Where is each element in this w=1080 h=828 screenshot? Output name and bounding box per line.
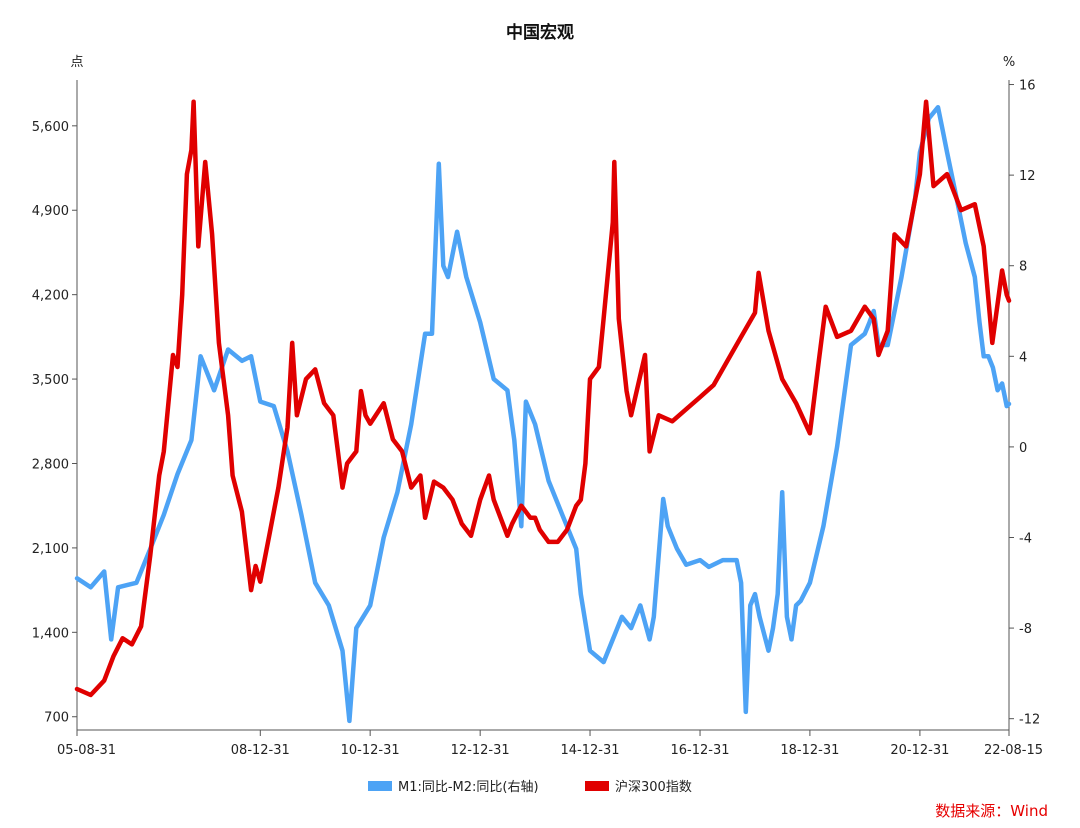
- series-line-m1-m2: [74, 104, 1012, 724]
- right-tick-label: 0: [1019, 441, 1027, 456]
- left-tick-label: 4,900: [32, 204, 69, 219]
- left-axis-ticks: 700 1,400 2,100 2,800 3,500 4,200 4,900 5,600: [32, 120, 77, 726]
- legend-label-csi300: 沪深300指数: [615, 779, 692, 795]
- left-tick-label: 2,800: [32, 457, 69, 472]
- left-tick-label: 2,100: [32, 542, 69, 557]
- x-tick-label: 08-12-31: [231, 743, 290, 758]
- x-tick-label: 16-12-31: [671, 743, 730, 758]
- x-tick-label: 20-12-31: [890, 743, 949, 758]
- legend-swatch-csi300: [585, 781, 609, 791]
- right-tick-label: 16: [1019, 79, 1036, 94]
- left-tick-label: 700: [44, 711, 69, 726]
- source-note: 数据来源：Wind: [935, 802, 1048, 820]
- legend: M1:同比-M2:同比(右轴) 沪深300指数: [368, 779, 692, 795]
- right-axis-unit: %: [1003, 55, 1015, 70]
- x-tick-label: 18-12-31: [780, 743, 839, 758]
- right-tick-label: -4: [1019, 531, 1032, 546]
- left-tick-label: 5,600: [32, 120, 69, 135]
- axes: [76, 80, 1010, 731]
- right-axis-ticks: -12 -8 -4 0 4 8 12 16: [1009, 79, 1040, 728]
- series-line-csi300: [74, 99, 1012, 698]
- x-tick-label: 10-12-31: [341, 743, 400, 758]
- right-tick-label: 4: [1019, 350, 1027, 365]
- left-tick-label: 4,200: [32, 289, 69, 304]
- right-tick-label: -12: [1019, 713, 1040, 728]
- x-axis-ticks: 05-08-31 08-12-31 10-12-31 12-12-31 14-12-31…: [57, 730, 1043, 758]
- left-axis-unit: 点: [70, 55, 83, 70]
- x-tick-label: 22-08-15: [984, 743, 1043, 758]
- left-tick-label: 3,500: [32, 373, 69, 388]
- right-tick-label: -8: [1019, 622, 1032, 637]
- plot-area: [74, 99, 1012, 724]
- left-tick-label: 1,400: [32, 626, 69, 641]
- legend-label-m1-m2: M1:同比-M2:同比(右轴): [398, 780, 539, 795]
- right-tick-label: 8: [1019, 260, 1027, 275]
- x-tick-label: 05-08-31: [57, 743, 116, 758]
- chart-title: 中国宏观: [506, 22, 574, 43]
- x-tick-label: 12-12-31: [451, 743, 510, 758]
- x-tick-label: 14-12-31: [561, 743, 620, 758]
- right-tick-label: 12: [1019, 169, 1036, 184]
- legend-swatch-m1-m2: [368, 781, 392, 791]
